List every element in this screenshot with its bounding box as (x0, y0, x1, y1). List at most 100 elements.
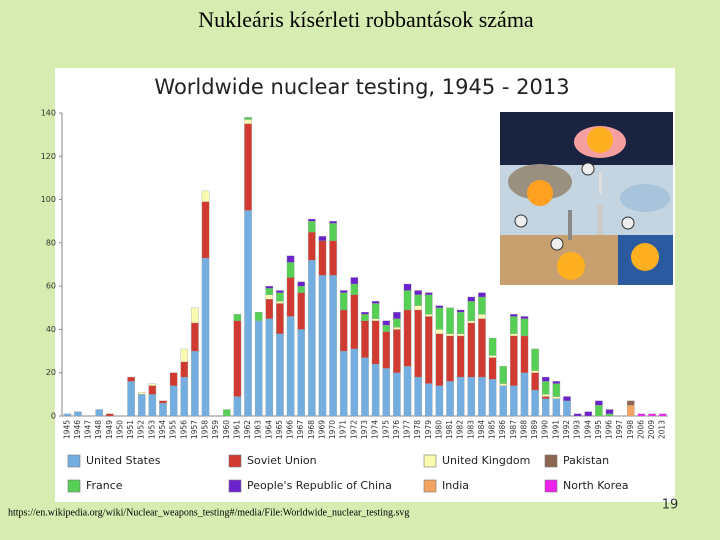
bar-segment (446, 335, 454, 382)
bar-segment (339, 309, 348, 352)
x-tick-label: 1987 (509, 420, 518, 439)
bar-segment (297, 329, 305, 417)
bar-segment (74, 411, 82, 417)
bar-segment (265, 285, 274, 289)
bar-segment (297, 281, 305, 287)
bar-segment (510, 314, 518, 317)
bar-segment (127, 376, 135, 382)
x-tick-label: 2006 (636, 420, 645, 439)
bar-segment (403, 366, 412, 417)
bar-segment (456, 335, 465, 378)
bar-segment (382, 331, 391, 369)
bar-segment (63, 413, 72, 417)
y-tick-label: 120 (41, 152, 56, 161)
bar-segment (435, 385, 444, 417)
bar-segment (478, 314, 486, 319)
bar-segment (456, 311, 465, 334)
bar-segment (339, 292, 348, 311)
bar-segment (191, 350, 199, 417)
legend-label: Soviet Union (247, 454, 317, 467)
bar-segment (478, 296, 486, 315)
legend-label: France (86, 479, 123, 492)
bar-segment (605, 413, 614, 417)
bar-segment (361, 357, 369, 417)
bar-segment (456, 309, 465, 313)
bar-segment (106, 413, 114, 417)
bar-segment (435, 329, 444, 334)
bar-segment (191, 322, 199, 352)
bar-segment (510, 316, 518, 334)
bar-segment (244, 123, 252, 211)
bar-segment (180, 361, 189, 378)
x-tick-label: 1981 (445, 420, 454, 439)
bar-segment (393, 311, 401, 319)
bar-segment (414, 305, 422, 311)
bar-segment (435, 305, 444, 308)
bar-segment (488, 379, 497, 417)
bar-segment (425, 294, 433, 315)
x-tick-label: 1970 (328, 420, 337, 439)
bar-segment (531, 348, 539, 371)
bar-segment (339, 350, 348, 417)
bar-segment (520, 335, 529, 373)
legend-swatch (228, 454, 242, 468)
x-tick-label: 1980 (434, 420, 443, 439)
bar-segment (308, 218, 316, 222)
bar-segment (425, 314, 433, 317)
x-tick-label: 1974 (371, 420, 380, 439)
bar-segment (499, 383, 507, 386)
legend-swatch (544, 454, 558, 468)
x-tick-label: 1966 (286, 420, 295, 439)
bar-segment (520, 372, 529, 417)
x-tick-label: 1984 (477, 420, 486, 439)
x-tick-label: 1976 (392, 420, 401, 439)
bar-segment (552, 383, 561, 397)
source-url: https://en.wikipedia.org/wiki/Nuclear_we… (8, 507, 409, 518)
bar-segment (339, 290, 348, 293)
bar-segment (223, 409, 231, 417)
bar-segment (510, 385, 518, 417)
x-tick-label: 1991 (551, 420, 560, 439)
bar-segment (244, 210, 252, 417)
bar-segment (488, 357, 497, 380)
y-tick-label: 140 (41, 109, 56, 118)
bar-segment (467, 296, 476, 302)
bar-segment (350, 348, 359, 417)
x-tick-label: 1945 (62, 420, 71, 439)
bar-segment (318, 275, 327, 417)
y-tick-label: 0 (51, 412, 56, 421)
x-tick-label: 1994 (583, 420, 592, 439)
x-tick-label: 1973 (360, 420, 369, 439)
x-tick-label: 1982 (456, 420, 465, 439)
x-tick-label: 1989 (530, 420, 539, 439)
bar-segment (308, 231, 316, 261)
bar-segment (414, 294, 422, 306)
bar-segment (201, 257, 210, 417)
x-tick-label: 1998 (626, 420, 635, 439)
bar-segment (403, 290, 412, 311)
x-tick-label: 1963 (254, 420, 263, 439)
bar-segment (425, 292, 433, 295)
x-tick-label: 1997 (615, 420, 624, 439)
bar-segment (403, 309, 412, 367)
illustration (500, 112, 673, 285)
x-tick-label: 1964 (264, 420, 273, 439)
bar-segment (308, 260, 316, 417)
y-tick-label: 80 (46, 238, 56, 247)
bar-segment (233, 320, 242, 397)
bar-segment (393, 372, 401, 417)
x-tick-label: 1946 (73, 420, 82, 439)
bar-segment (254, 311, 263, 321)
bar-segment (467, 322, 476, 378)
x-tick-label: 1965 (275, 420, 284, 439)
bar-segment (414, 309, 422, 378)
x-tick-label: 1988 (519, 420, 528, 439)
bar-segment (595, 405, 603, 417)
bar-segment (286, 262, 295, 278)
bar-segment (276, 292, 284, 302)
x-tick-label: 1960 (222, 420, 231, 439)
bar-segment (350, 294, 359, 350)
x-tick-label: 1953 (147, 420, 156, 439)
bar-segment (169, 385, 178, 417)
